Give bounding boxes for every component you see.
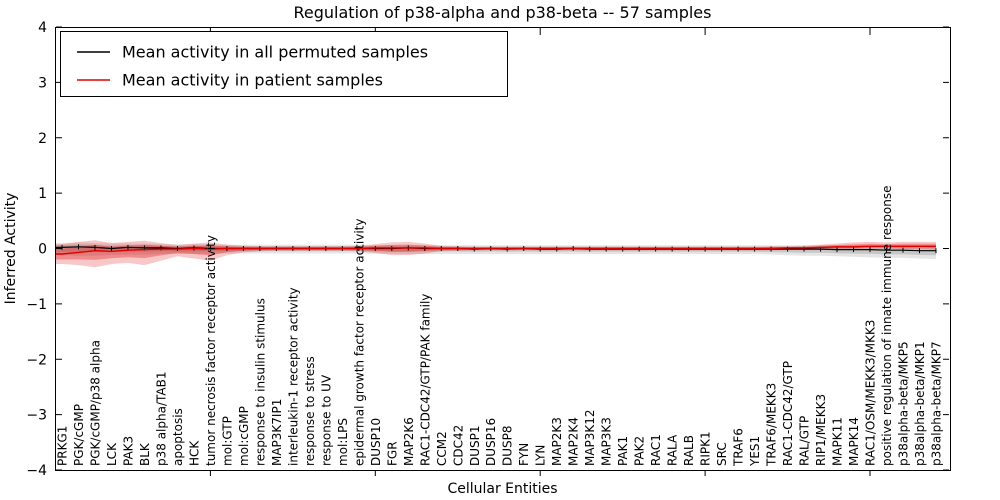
x-category-label: response to insulin stimulus <box>253 298 267 466</box>
x-category-label: MAP2K4 <box>567 417 581 466</box>
x-category-label: YES1 <box>748 436 762 467</box>
x-category-label: p38alpha-beta/MKP5 <box>896 341 910 466</box>
y-tick-label: −4 <box>26 463 47 479</box>
chart-title: Regulation of p38-alpha and p38-beta -- … <box>294 3 712 22</box>
y-tick-label: 2 <box>38 131 47 147</box>
x-category-label: p38alpha-beta/MKP7 <box>929 341 943 466</box>
x-category-label: FGR <box>385 441 399 466</box>
x-category-label: MAP2K3 <box>550 417 564 466</box>
x-category-label: PAK2 <box>633 436 647 466</box>
x-category-label: apoptosis <box>171 408 185 466</box>
x-category-label: RAL/GTP <box>798 416 812 466</box>
x-category-label: RAC1-CDC42/GTP/PAK family <box>418 294 432 466</box>
x-category-label: HCK <box>187 440 201 466</box>
x-category-label: MAPK14 <box>847 417 861 466</box>
y-axis-label: Inferred Activity <box>3 193 19 305</box>
x-category-label: RALB <box>682 435 696 466</box>
x-category-label: PGK/cGMP <box>72 404 86 466</box>
x-category-label: MAP3K7IP1 <box>270 399 284 466</box>
y-tick-label: 3 <box>38 75 47 91</box>
x-category-label: RIPK1 <box>699 431 713 466</box>
y-tick-label: −3 <box>26 408 47 424</box>
x-category-label: positive regulation of innate immune res… <box>880 186 894 466</box>
x-category-label: BLK <box>138 442 152 466</box>
y-tick-label: 0 <box>38 242 47 258</box>
x-category-label: TRAF6/MEKK3 <box>765 383 779 467</box>
x-category-label: DUSP1 <box>468 425 482 466</box>
x-category-label: p38 alpha/TAB1 <box>154 372 168 466</box>
patient-mean-line <box>56 245 936 255</box>
x-category-label: FYN <box>517 443 531 466</box>
x-category-label: DUSP8 <box>501 425 515 466</box>
x-category-label: CDC42 <box>451 425 465 466</box>
x-category-label: DUSP16 <box>484 418 498 466</box>
y-tick-label: −2 <box>26 352 47 368</box>
x-category-label: RAC1-CDC42/GTP <box>781 361 795 466</box>
x-category-label: interleukin-1 receptor activity <box>286 287 300 466</box>
x-category-label: tumor necrosis factor receptor activity <box>204 235 218 466</box>
x-category-label: mol:GTP <box>220 416 234 466</box>
x-category-label: LYN <box>534 445 548 466</box>
x-category-label: RIP1/MEKK3 <box>814 394 828 466</box>
x-category-label: RAC1 <box>649 434 663 466</box>
x-category-label: mol:cGMP <box>237 406 251 466</box>
x-category-label: MAP3K3 <box>600 417 614 466</box>
x-category-label: epidermal growth factor receptor activit… <box>352 219 366 466</box>
y-tick-label: 1 <box>38 186 47 202</box>
x-category-label: response to stress <box>303 356 317 466</box>
x-category-label: response to UV <box>319 374 333 466</box>
x-category-label: RAC1/OSM/MEKK3/MKK3 <box>864 320 878 466</box>
x-category-label: TRAF6 <box>732 428 746 467</box>
x-category-label: PRKG1 <box>56 426 70 466</box>
y-tick-label: −1 <box>26 297 47 313</box>
x-category-label: DUSP10 <box>369 418 383 466</box>
x-category-label: mol:LPS <box>336 418 350 466</box>
x-category-label: p38alpha-beta/MKP1 <box>913 341 927 466</box>
y-tick-label: 4 <box>38 20 47 36</box>
x-axis-label: Cellular Entities <box>447 481 557 497</box>
x-category-label: PAK3 <box>121 436 135 466</box>
legend-entry-label: Mean activity in all permuted samples <box>122 43 428 62</box>
x-category-label: PGK/cGMP/p38 alpha <box>88 340 102 466</box>
x-category-label: MAP2K6 <box>402 417 416 466</box>
x-category-label: RALA <box>666 434 680 466</box>
x-category-label: LCK <box>105 442 119 466</box>
legend-entry-label: Mean activity in patient samples <box>122 71 383 90</box>
legend-box <box>60 31 508 97</box>
x-category-label: PAK1 <box>616 436 630 466</box>
x-category-label: CCM2 <box>435 431 449 466</box>
x-category-label: MAP3K12 <box>583 409 597 466</box>
x-category-label: SRC <box>715 442 729 466</box>
x-category-label: MAPK11 <box>831 417 845 466</box>
